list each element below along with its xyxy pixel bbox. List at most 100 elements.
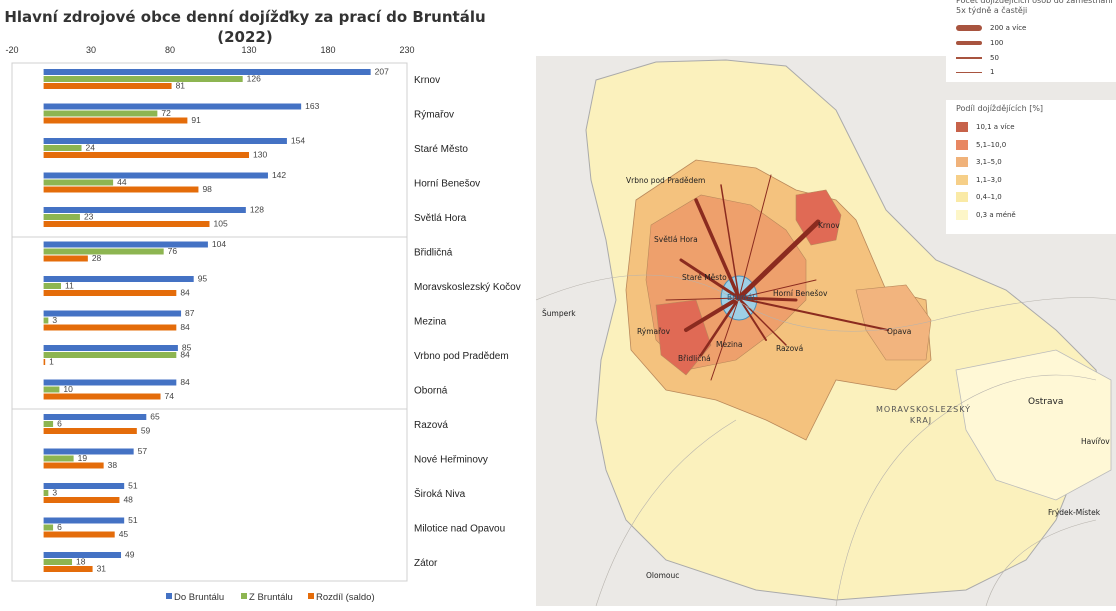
data-label: 84	[180, 288, 190, 298]
data-label: 44	[117, 177, 127, 187]
share-legend-item: 5,1–10,0	[956, 139, 1006, 150]
bar	[43, 490, 49, 496]
bar	[43, 359, 46, 365]
share-legend-item: 1,1–3,0	[956, 174, 1002, 185]
place-havirov: Havířov	[1081, 437, 1110, 446]
bar	[43, 531, 115, 538]
bar	[43, 117, 188, 124]
data-label: 128	[250, 205, 264, 215]
data-label: 11	[65, 281, 74, 291]
flow-legend-item: 100	[956, 39, 1003, 47]
data-label: 3	[52, 315, 57, 325]
bar	[43, 110, 158, 117]
flow-legend-title: Počet dojíždějících osob do zaměstnání 5…	[956, 0, 1113, 15]
data-label: 154	[291, 136, 305, 146]
bar	[43, 317, 49, 324]
bar	[43, 145, 82, 151]
bar	[43, 83, 172, 89]
share-legend-item: 0,4–1,0	[956, 192, 1002, 202]
x-tick-label: 80	[165, 45, 175, 55]
data-label: 49	[125, 550, 135, 560]
bar	[43, 393, 161, 400]
data-label: 3	[52, 488, 57, 498]
bar	[43, 324, 177, 331]
data-label: 31	[97, 564, 107, 574]
x-tick-label: 180	[320, 45, 335, 55]
bar	[43, 517, 125, 524]
category-label: Mezina	[414, 317, 447, 328]
region-ostrava	[955, 349, 1112, 501]
data-label: 51	[128, 481, 138, 491]
legend-label: Do Bruntálu	[174, 592, 224, 603]
bar	[43, 76, 243, 82]
place-rymarov: Rýmařov	[637, 327, 671, 336]
place-krnov: Krnov	[818, 221, 840, 230]
data-label: 48	[123, 495, 133, 505]
flow-lines	[665, 174, 889, 381]
bar	[43, 428, 137, 434]
share-legend-item: 3,1–5,0	[956, 157, 1002, 167]
bar	[43, 214, 80, 220]
flow-legend-item: 200 a více	[956, 24, 1026, 32]
data-label: 38	[108, 460, 118, 470]
data-label: 163	[305, 101, 319, 111]
bar	[43, 186, 199, 193]
chart-title-line1: Hlavní zdrojové obce denní dojížďky za p…	[4, 8, 486, 26]
data-label: 84	[180, 350, 190, 360]
catchment-opava	[855, 284, 932, 361]
data-label: 98	[202, 184, 212, 194]
share-swatch	[956, 209, 968, 220]
category-label: Oborná	[414, 386, 448, 397]
category-label: Zátor	[414, 558, 438, 569]
flow-legend-item: 1	[956, 68, 994, 76]
bar	[43, 462, 104, 469]
roads	[535, 274, 1116, 607]
bar	[43, 103, 302, 110]
category-label: Horní Benešov	[414, 179, 480, 190]
bar	[43, 421, 54, 427]
bar	[43, 138, 287, 144]
place-stare-mesto: Staré Město	[682, 273, 727, 282]
map-canvas	[535, 56, 1116, 607]
legend-swatch	[308, 593, 314, 599]
share-swatch	[956, 192, 968, 202]
bar	[43, 552, 122, 558]
category-label: Rýmařov	[414, 110, 454, 121]
share-swatch	[956, 174, 968, 185]
data-label: 105	[214, 219, 228, 229]
bar	[43, 290, 177, 296]
data-label: 87	[185, 308, 195, 318]
place-vrbno: Vrbno pod Pradědem	[626, 176, 706, 185]
legend-label: Rozdíl (saldo)	[316, 592, 375, 603]
data-label: 130	[253, 150, 267, 160]
bar	[43, 221, 210, 227]
bar	[43, 448, 134, 455]
bar	[43, 69, 371, 75]
bar	[43, 241, 208, 248]
data-label: 84	[180, 322, 190, 332]
bar	[43, 559, 73, 565]
place-bruntal: Bruntál	[727, 293, 755, 302]
data-label: 45	[119, 529, 129, 539]
data-label: 24	[86, 143, 96, 153]
x-tick-label: 230	[399, 45, 414, 55]
data-label: 85	[182, 343, 192, 353]
commuting-map: Vrbno pod Pradědem Krnov Světlá Hora Sta…	[535, 0, 1116, 607]
data-label: 126	[247, 74, 261, 84]
region-label: MORAVSKOSLEZSKÝ KRAJ	[876, 405, 972, 425]
share-legend-item: 10,1 a více	[956, 122, 1015, 132]
bar	[43, 455, 74, 462]
data-label: 76	[168, 246, 178, 256]
flow-legend: Počet dojíždějících osob do zaměstnání 5…	[946, 0, 1116, 82]
place-opava: Opava	[887, 327, 912, 336]
data-label: 6	[57, 419, 62, 429]
catchment-rymarov	[655, 299, 712, 376]
data-label: 81	[176, 81, 186, 91]
data-label: 6	[57, 522, 62, 532]
flow-swatch	[956, 41, 982, 45]
bar	[43, 379, 177, 386]
bar	[43, 276, 194, 282]
place-sumperk: Šumperk	[542, 309, 576, 318]
bar	[43, 566, 93, 572]
